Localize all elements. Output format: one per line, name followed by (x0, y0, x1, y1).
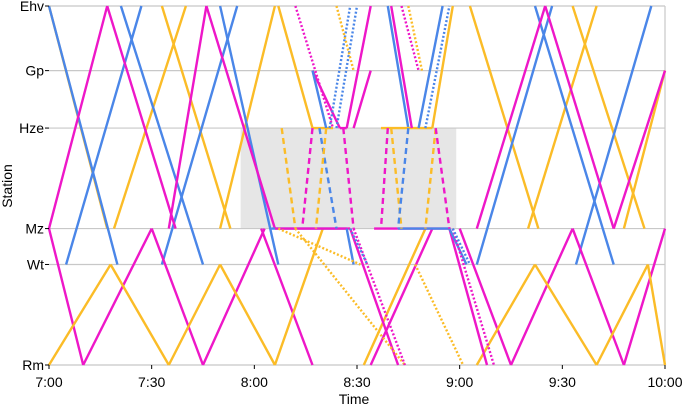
train-path-blue-solid (386, 5, 410, 129)
train-path-blue-solid (574, 5, 653, 265)
train-path-magenta-solid (458, 228, 513, 366)
train-path-orange-solid (595, 263, 649, 366)
train-path-orange-dashed (424, 127, 437, 229)
train-path-orange-dotted (294, 227, 406, 366)
y-tick-label-ehv: Ehv (20, 0, 44, 14)
train-path-magenta-dotted (400, 5, 420, 71)
train-path-orange-dotted (277, 227, 361, 266)
train-path-blue-dashed (318, 127, 338, 229)
train-path-orange-solid (475, 263, 537, 366)
train-path-blue-dashed (396, 127, 410, 229)
train-path-magenta-solid (622, 228, 667, 366)
train-path-blue-dotted (335, 5, 359, 129)
train-path-orange-solid (273, 228, 324, 366)
train-path-magenta-solid (509, 228, 574, 366)
train-path-orange-dotted (414, 263, 465, 366)
axis-ticks: 7:00 7:30 8:00 8:30 9:00 9:30 10:00 Ehv Gp Hze Mz W… (19, 0, 683, 390)
train-path-magenta-solid (47, 5, 109, 229)
train-path-orange-solid (533, 263, 598, 366)
train-path-blue-dotted (424, 5, 451, 129)
x-tick-label: 8:00 (241, 374, 268, 390)
train-path-magenta-solid (475, 5, 547, 229)
x-tick-label: 10:00 (647, 374, 682, 390)
train-path-magenta-solid (390, 5, 413, 129)
train-path-orange-solid (277, 5, 314, 129)
train-path-orange-solid (362, 228, 427, 366)
train-path-magenta-dashed (342, 127, 355, 229)
train-path-blue-solid (311, 70, 328, 129)
train-path-magenta-solid (82, 228, 153, 366)
train-path-blue-solid (218, 5, 280, 265)
train-path-magenta-solid (150, 228, 205, 366)
train-path-blue-solid (533, 5, 615, 265)
train-path-orange-solid (167, 263, 222, 366)
train-path-orange-solid (526, 5, 598, 229)
train-path-magenta-solid (544, 5, 615, 229)
y-tick-label-rm: Rm (22, 357, 44, 373)
train-paths (47, 5, 667, 366)
train-path-magenta-dashed (379, 128, 389, 229)
train-path-magenta-solid (106, 5, 177, 229)
train-path-magenta-solid (345, 5, 372, 129)
train-path-orange-solid (47, 263, 112, 366)
train-path-orange-solid (218, 5, 277, 229)
train-path-magenta-solid (167, 5, 208, 229)
train-path-magenta-solid (205, 5, 277, 229)
train-path-blue-solid (345, 228, 355, 265)
train-path-blue-solid (119, 5, 205, 265)
train-path-orange-dotted (335, 5, 355, 71)
train-path-magenta-solid (349, 228, 400, 366)
train-path-blue-solid (417, 5, 444, 129)
train-path-magenta-solid (571, 228, 626, 366)
y-tick-label-gp: Gp (25, 63, 44, 79)
train-path-magenta-solid (260, 228, 314, 366)
train-path-magenta-solid (352, 70, 372, 129)
train-path-blue-solid (475, 5, 554, 265)
x-tick-label: 7:30 (138, 374, 165, 390)
train-path-magenta-dashed (434, 127, 451, 229)
x-tick-label: 9:00 (446, 374, 473, 390)
train-path-magenta-dotted (294, 5, 335, 129)
train-path-orange-solid (622, 70, 667, 229)
train-path-orange-solid (646, 264, 667, 366)
train-path-orange-dashed (280, 127, 297, 229)
y-tick-label-wt: Wt (27, 256, 44, 272)
train-path-magenta-solid (47, 228, 85, 366)
x-axis-title: Time (339, 391, 370, 407)
train-path-orange-dotted (407, 5, 424, 71)
train-path-blue-dotted (349, 228, 369, 266)
train-path-magenta-solid (311, 70, 341, 129)
y-axis-title: Station (0, 164, 15, 208)
train-path-orange-solid (431, 5, 454, 129)
train-path-orange-solid (219, 263, 276, 366)
train-path-blue-solid (448, 228, 468, 266)
y-tick-label-mz: Mz (25, 221, 44, 237)
train-path-blue-dotted (451, 228, 471, 266)
train-path-magenta-solid (612, 70, 667, 229)
y-tick-label-hze: Hze (19, 120, 44, 136)
train-path-magenta-solid (201, 228, 266, 366)
train-path-orange-solid (109, 263, 170, 366)
train-path-magenta-solid (448, 228, 489, 366)
train-path-orange-dashed (314, 127, 328, 229)
train-path-magenta-dashed (301, 127, 314, 229)
train-path-magenta-solid (369, 228, 434, 366)
x-tick-label: 9:30 (549, 374, 576, 390)
train-path-magenta-dotted (451, 228, 496, 366)
x-tick-label: 8:30 (343, 374, 370, 390)
x-tick-label: 7:00 (35, 374, 62, 390)
train-path-blue-solid (64, 5, 143, 265)
train-path-orange-solid (468, 5, 540, 229)
train-path-orange-solid (160, 5, 232, 229)
train-path-blue-dotted (328, 5, 352, 129)
train-path-blue-solid (47, 5, 119, 265)
